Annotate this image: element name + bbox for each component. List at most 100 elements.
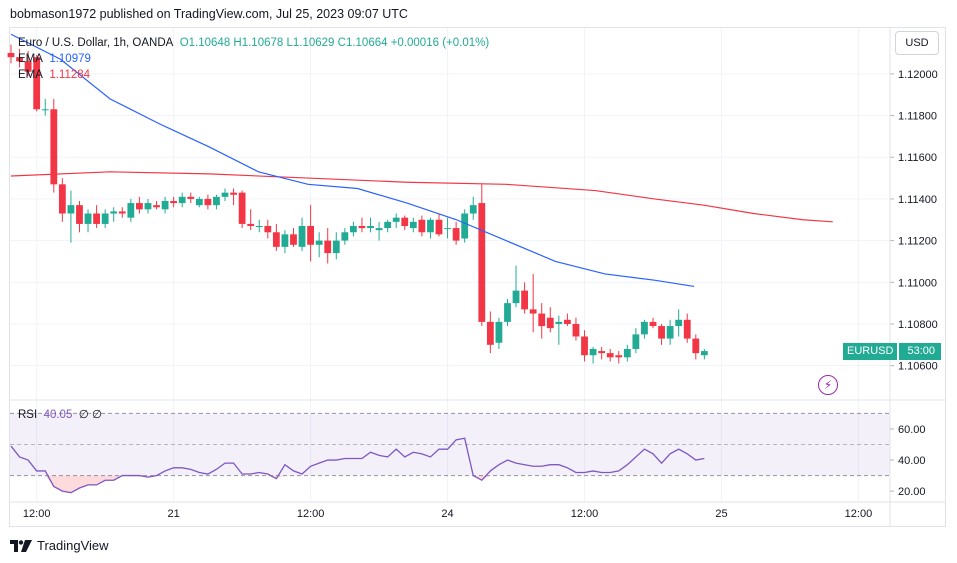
ema-slow-label: EMA <box>18 69 43 81</box>
candle-body <box>358 226 366 229</box>
bolt-icon[interactable]: ⚡ <box>818 375 838 395</box>
candle-body <box>324 240 332 254</box>
candle-body <box>118 211 126 214</box>
y-tick-label: 1.11200 <box>898 236 937 248</box>
ema-fast-legend: EMA 1.10979 <box>18 53 91 65</box>
candle <box>606 348 614 362</box>
candle <box>281 230 289 254</box>
candles <box>7 44 708 364</box>
candle <box>392 213 400 229</box>
candle-body <box>444 228 451 230</box>
candle-body <box>538 313 546 327</box>
candle-body <box>315 240 323 245</box>
candle <box>298 217 306 252</box>
candle <box>658 323 665 345</box>
candle <box>144 198 152 214</box>
candle-body <box>495 321 503 343</box>
y-tick-label: 1.12000 <box>898 69 938 81</box>
candle <box>367 217 374 233</box>
y-tick-label: 1.11800 <box>898 111 937 123</box>
candle <box>118 207 126 218</box>
candle <box>255 219 263 233</box>
currency-button[interactable]: USD <box>895 31 939 55</box>
candle <box>213 194 220 210</box>
candle-body <box>127 203 135 218</box>
candle-body <box>76 205 83 224</box>
candle <box>589 346 597 364</box>
candle-body <box>178 196 186 204</box>
price-tag: EURUSD 53:00 <box>843 343 941 360</box>
candle <box>683 313 691 343</box>
axes: 12:00 21 12:00 24 12:00 25 12:00 1.12000 1.11800… <box>10 28 946 527</box>
candle <box>187 192 195 204</box>
candle-body <box>641 321 648 335</box>
candle <box>58 178 66 222</box>
candle-body <box>649 321 657 327</box>
candle <box>427 217 434 239</box>
candle <box>161 196 169 214</box>
y-tick-label: 1.10600 <box>898 361 938 373</box>
candle <box>546 307 554 333</box>
candle-body <box>101 213 109 224</box>
candle <box>675 309 683 337</box>
candle <box>84 209 92 233</box>
ema-slow-line <box>10 171 833 223</box>
candle <box>486 311 494 354</box>
candle-body <box>392 217 400 222</box>
x-tick-label: 21 <box>168 508 180 520</box>
candle-body <box>136 203 143 210</box>
candle-body <box>478 203 486 322</box>
rsi-legend: RSI 40.05 ∅ ∅ <box>18 407 102 421</box>
candle-body <box>67 205 75 214</box>
footer-brand[interactable]: TradingView <box>10 538 109 553</box>
candle <box>221 188 229 201</box>
candle-body <box>452 228 460 241</box>
candle-body <box>692 338 700 354</box>
candle-body <box>281 234 289 247</box>
chart-frame <box>9 27 946 527</box>
candle-body <box>529 309 537 314</box>
candle-body <box>298 226 306 247</box>
candle-body <box>332 240 340 254</box>
candle-body <box>58 184 66 214</box>
candle-body <box>632 334 640 349</box>
candle-body <box>247 223 255 227</box>
candle-body <box>367 226 374 229</box>
candle-body <box>546 317 554 329</box>
candle <box>93 205 100 229</box>
x-tick-label: 12:00 <box>845 508 873 520</box>
price-tag-countdown: 53:00 <box>899 343 941 360</box>
y-tick-label: 1.10800 <box>898 319 938 331</box>
candle-body <box>623 348 631 358</box>
rsi-tick-label: 20.00 <box>898 486 926 498</box>
candle-body <box>170 200 178 204</box>
candle <box>418 215 426 237</box>
candle <box>24 50 32 76</box>
candle <box>127 198 135 222</box>
candle-body <box>221 192 229 197</box>
x-tick-label: 24 <box>441 508 453 520</box>
ema-slow-legend: EMA 1.11284 <box>18 69 90 81</box>
y-tick-label: 1.11400 <box>898 194 937 206</box>
rsi-oversold-fill <box>45 475 491 493</box>
rsi-panel <box>10 412 890 494</box>
candle <box>581 330 588 362</box>
candle-body <box>264 226 272 233</box>
candle <box>307 205 314 262</box>
candle-body <box>230 192 237 195</box>
candle <box>632 328 640 354</box>
candle <box>358 217 366 233</box>
candle-body <box>290 234 297 245</box>
candle <box>452 221 460 245</box>
candle-body <box>341 232 349 241</box>
x-tick-label: 12:00 <box>23 508 51 520</box>
candle-body <box>683 319 691 339</box>
candle <box>700 348 708 360</box>
candle <box>572 317 580 341</box>
rsi-extra: ∅ ∅ <box>78 409 102 421</box>
candle-body <box>255 226 263 228</box>
candle-body <box>581 336 588 356</box>
candle <box>521 282 528 314</box>
candle <box>461 209 469 243</box>
